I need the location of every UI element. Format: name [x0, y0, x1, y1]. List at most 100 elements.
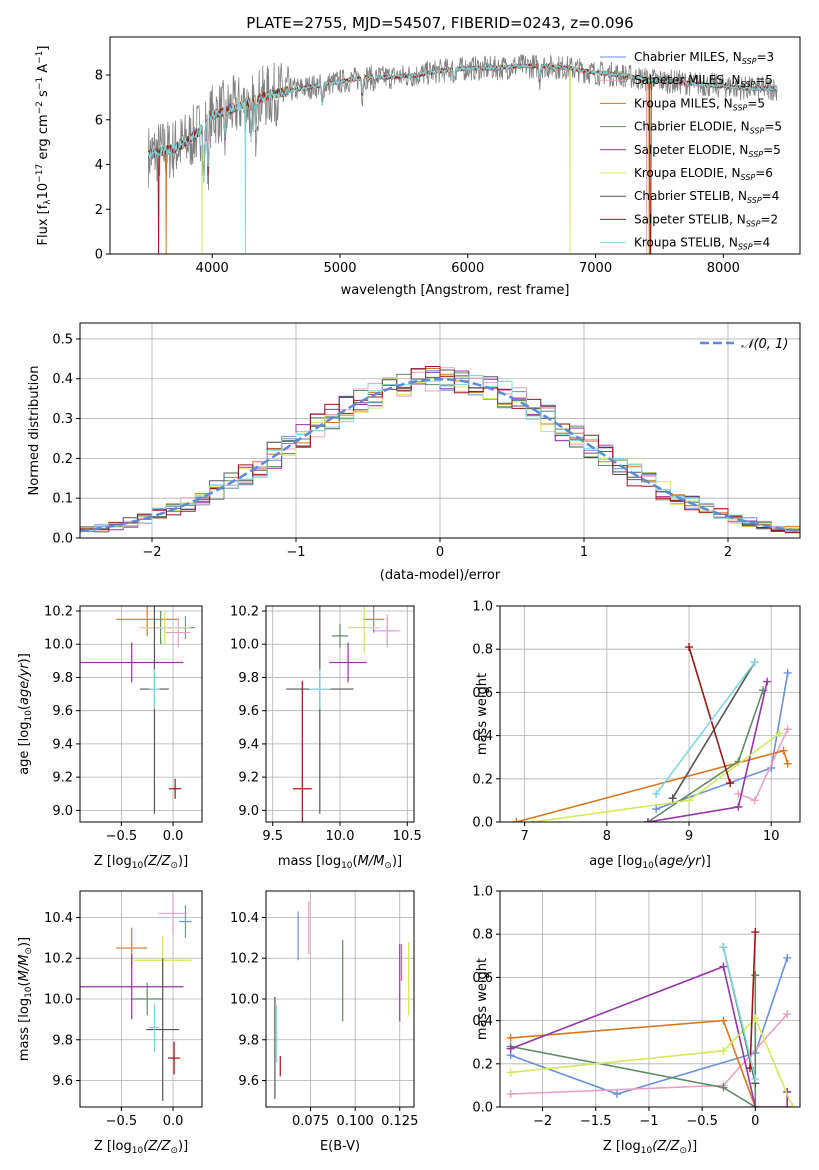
y-tick-label: 0.2 [52, 452, 73, 467]
y-tick-label: 9.2 [238, 771, 259, 786]
errorbar-point [329, 642, 367, 683]
errorbar-point [116, 606, 179, 636]
age_vs_Z-plot-area [80, 606, 195, 814]
errorbar-point [80, 642, 184, 683]
errorbar-point [167, 1041, 181, 1075]
y-tick-label: 0.4 [52, 372, 73, 387]
y-tick-label: 10.2 [44, 952, 73, 967]
y-tick-label: 1.0 [472, 885, 493, 900]
errorbar-point [348, 606, 381, 655]
errorbar-point [158, 893, 188, 934]
age_vs_Z-panel: −0.5 0.0 9.0 9.2 9.4 9.6 9.8 10.0 10.2 Z [log10(Z… [17, 604, 203, 871]
errorbar-point [309, 669, 331, 710]
age_vs_mass-panel: 9.5 10.0 10.5 9.0 9.2 9.4 9.6 9.8 10.0 10.2 mass [… [230, 604, 422, 871]
weight-series [719, 943, 760, 1083]
legend-label: Kroupa ELODIE, NSSP=6 [634, 166, 773, 182]
x-axis-label: Z [log10(Z/Z⊙)] [94, 1139, 188, 1156]
x-axis-label: E(B-V) [320, 1139, 360, 1154]
errorbar-point [146, 958, 180, 1101]
y-tick-label: 9.8 [238, 671, 259, 686]
weight-series [734, 725, 792, 805]
massweight_vs_Z-panel: −2 −1.5 −1 −0.5 0 0.0 0.2 0.4 0.6 0.8 1.0 Z [log10(… [472, 885, 801, 1156]
spectrum-title: PLATE=2755, MJD=54507, FIBERID=0243, z=0… [246, 14, 633, 32]
x-tick-label: −1.5 [580, 1114, 612, 1129]
y-tick-label: 9.0 [52, 804, 73, 819]
errorbar-point [292, 680, 312, 822]
legend-label: Kroupa STELIB, NSSP=4 [634, 236, 770, 252]
x-tick-label: 0.075 [292, 1114, 329, 1129]
x-tick-label: 9.5 [262, 829, 283, 844]
normal-curve [80, 377, 798, 533]
y-tick-label: 10.2 [44, 604, 73, 619]
weight-marker [506, 1068, 515, 1077]
y-axis-label: Flux [fλ10−17 erg cm−2 s−1 A−1] [35, 46, 53, 246]
x-tick-label: 0.0 [163, 829, 184, 844]
weight-marker [668, 794, 677, 803]
weight-line [647, 689, 764, 822]
y-tick-label: 1.0 [472, 600, 493, 615]
weight-marker [751, 928, 760, 937]
y-tick-label: 0.6 [472, 971, 493, 986]
weight-marker [719, 943, 728, 952]
weight-marker [685, 796, 694, 805]
legend-label: Salpeter MILES, NSSP=5 [634, 73, 773, 89]
weight-series [643, 677, 772, 822]
weight-line [510, 957, 788, 1095]
x-axis-label: wavelength [Angstrom, rest frame] [341, 283, 570, 298]
errorbar-point [165, 617, 191, 648]
y-tick-label: 9.6 [52, 1074, 73, 1089]
y-tick-label: 0.1 [52, 492, 73, 507]
weight-line [647, 681, 768, 822]
mass_vs_EBV-panel: 0.075 0.100 0.125 9.6 9.8 10.0 10.2 10.4 E(B-V) [230, 890, 418, 1154]
x-tick-label: 10 [763, 829, 780, 844]
massweight_vs_age-panel: 7 8 9 10 0.0 0.2 0.4 0.6 0.8 1.0 age [log10(age/yr… [472, 600, 801, 871]
weight-marker [779, 746, 788, 755]
y-tick-label: 0.2 [472, 772, 493, 787]
y-tick-label: 0.0 [472, 1101, 493, 1116]
weight-series [685, 643, 735, 788]
y-tick-label: 0.4 [472, 729, 493, 744]
weight-marker [726, 779, 735, 788]
x-tick-label: 8 [603, 829, 611, 844]
weight-series [652, 658, 759, 798]
weight-series [506, 1014, 797, 1107]
weight-marker [751, 971, 760, 980]
x-axis-label: age [log10(age/yr)] [589, 854, 711, 871]
x-tick-label: −0.5 [106, 829, 138, 844]
spectrum-frame [109, 36, 801, 255]
spectrum-model-line [147, 62, 778, 254]
weight-line [510, 1016, 794, 1107]
residuals-plot-area [80, 366, 800, 535]
weight-marker [512, 818, 521, 822]
mass_vs_Z-plot-area [80, 893, 192, 1101]
y-tick-label: 6 [95, 113, 103, 128]
y-tick-label: 10.2 [230, 952, 259, 967]
legend-label: Chabrier ELODIE, NSSP=5 [634, 120, 782, 136]
y-tick-label: 9.6 [238, 704, 259, 719]
weight-marker [783, 953, 792, 962]
x-tick-label: −0.5 [686, 1114, 718, 1129]
x-axis-label: (data-model)/error [380, 568, 501, 583]
y-tick-label: 9.8 [238, 1033, 259, 1048]
massweight_vs_Z-plot-area [506, 928, 797, 1107]
legend-label: Salpeter ELODIE, NSSP=5 [634, 143, 781, 159]
weight-marker [783, 759, 792, 768]
weight-marker [788, 1103, 797, 1107]
y-tick-label: 0.0 [472, 816, 493, 831]
age_vs_mass-plot-area [286, 606, 401, 822]
weight-marker [783, 1103, 792, 1107]
weight-marker [685, 643, 694, 652]
errorbar-point [362, 606, 385, 633]
weight-line [510, 975, 757, 1107]
weight-line [516, 749, 789, 822]
weight-line [749, 931, 757, 1069]
weight-marker [643, 818, 652, 822]
x-axis-label: mass [log10(M/M⊙)] [278, 854, 402, 871]
x-tick-label: 10.0 [326, 829, 355, 844]
x-tick-label: 0.125 [381, 1114, 418, 1129]
y-axis-label: mass weight [475, 958, 490, 1040]
weight-marker [613, 1090, 622, 1099]
errorbar-point [179, 905, 192, 938]
y-tick-label: 0.3 [52, 412, 73, 427]
